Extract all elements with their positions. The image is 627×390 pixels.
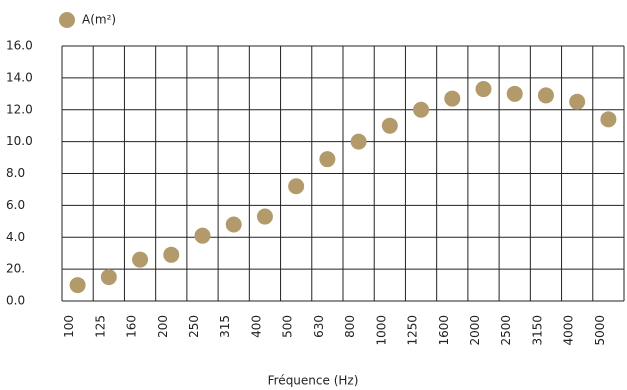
x-tick-label: 160: [125, 315, 139, 338]
legend-label: A(m²): [82, 13, 116, 27]
y-tick-label: 16.0: [6, 39, 33, 53]
y-tick-label: 0.0: [6, 294, 25, 308]
x-tick-label: 125: [93, 315, 107, 338]
point: [319, 151, 336, 168]
x-tick-label: 1000: [374, 315, 388, 346]
x-tick-label: 1600: [437, 315, 451, 346]
x-tick-label: 1250: [406, 315, 420, 346]
point: [475, 81, 492, 98]
point: [132, 251, 149, 268]
x-tick-label: 2000: [468, 315, 482, 346]
point: [569, 93, 586, 110]
x-tick-label: 3150: [530, 315, 544, 346]
y-tick-label: 10.0: [6, 134, 33, 148]
point: [506, 85, 523, 102]
point: [600, 111, 617, 128]
point: [413, 101, 430, 118]
x-tick-label: 4000: [562, 315, 576, 346]
y-tick-label: 20.: [6, 262, 25, 276]
point: [69, 277, 86, 294]
point: [256, 208, 273, 225]
x-tick-label: 500: [281, 315, 295, 338]
y-tick-label: 6.0: [6, 198, 25, 212]
x-tick-label: 315: [218, 315, 232, 338]
point: [444, 90, 461, 107]
y-tick-label: 8.0: [6, 166, 25, 180]
point: [225, 216, 242, 233]
point: [381, 117, 398, 134]
x-tick-label: 250: [187, 315, 201, 338]
y-tick-label: 4.0: [6, 230, 25, 244]
x-tick-label: 100: [62, 315, 76, 338]
point: [350, 133, 367, 150]
point: [100, 269, 117, 286]
point: [537, 87, 554, 104]
x-tick-label: 630: [312, 315, 326, 338]
x-tick-label: 2500: [499, 315, 513, 346]
x-tick-label: 5000: [593, 315, 607, 346]
x-tick-label: 800: [343, 315, 357, 338]
y-tick-label: 14.0: [6, 70, 33, 84]
legend-marker: [59, 12, 75, 28]
y-tick-label: 12.0: [6, 102, 33, 116]
x-tick-label: 200: [156, 315, 170, 338]
x-axis-title: Fréquence (Hz): [268, 374, 359, 388]
point: [194, 227, 211, 244]
point: [163, 246, 180, 263]
point: [288, 178, 305, 195]
x-tick-label: 400: [249, 315, 263, 338]
